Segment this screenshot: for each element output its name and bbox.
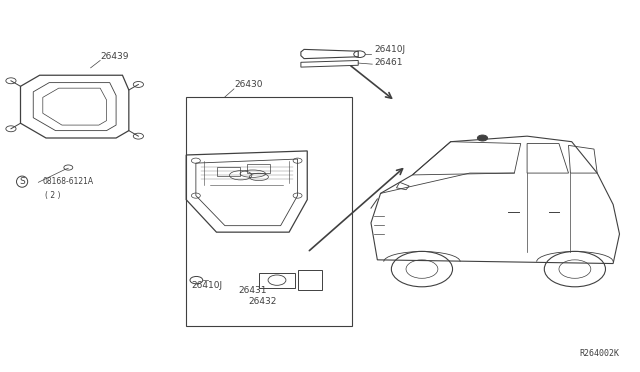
Text: 26410J: 26410J — [191, 280, 223, 289]
Text: 08168-6121A: 08168-6121A — [43, 177, 94, 186]
Text: 26431: 26431 — [239, 286, 267, 295]
Text: ( 2 ): ( 2 ) — [45, 191, 60, 200]
Text: 26461: 26461 — [374, 58, 403, 67]
Text: 26439: 26439 — [100, 52, 129, 61]
Bar — [186, 97, 352, 326]
Text: S: S — [19, 177, 25, 186]
Text: 26410J: 26410J — [374, 45, 405, 54]
Bar — [217, 167, 240, 176]
Circle shape — [477, 135, 488, 141]
Bar — [298, 270, 322, 290]
Bar — [259, 273, 294, 288]
Text: 26430: 26430 — [234, 80, 262, 89]
Text: 26432: 26432 — [248, 297, 277, 306]
Text: R264002K: R264002K — [579, 349, 620, 358]
Bar — [247, 164, 270, 173]
